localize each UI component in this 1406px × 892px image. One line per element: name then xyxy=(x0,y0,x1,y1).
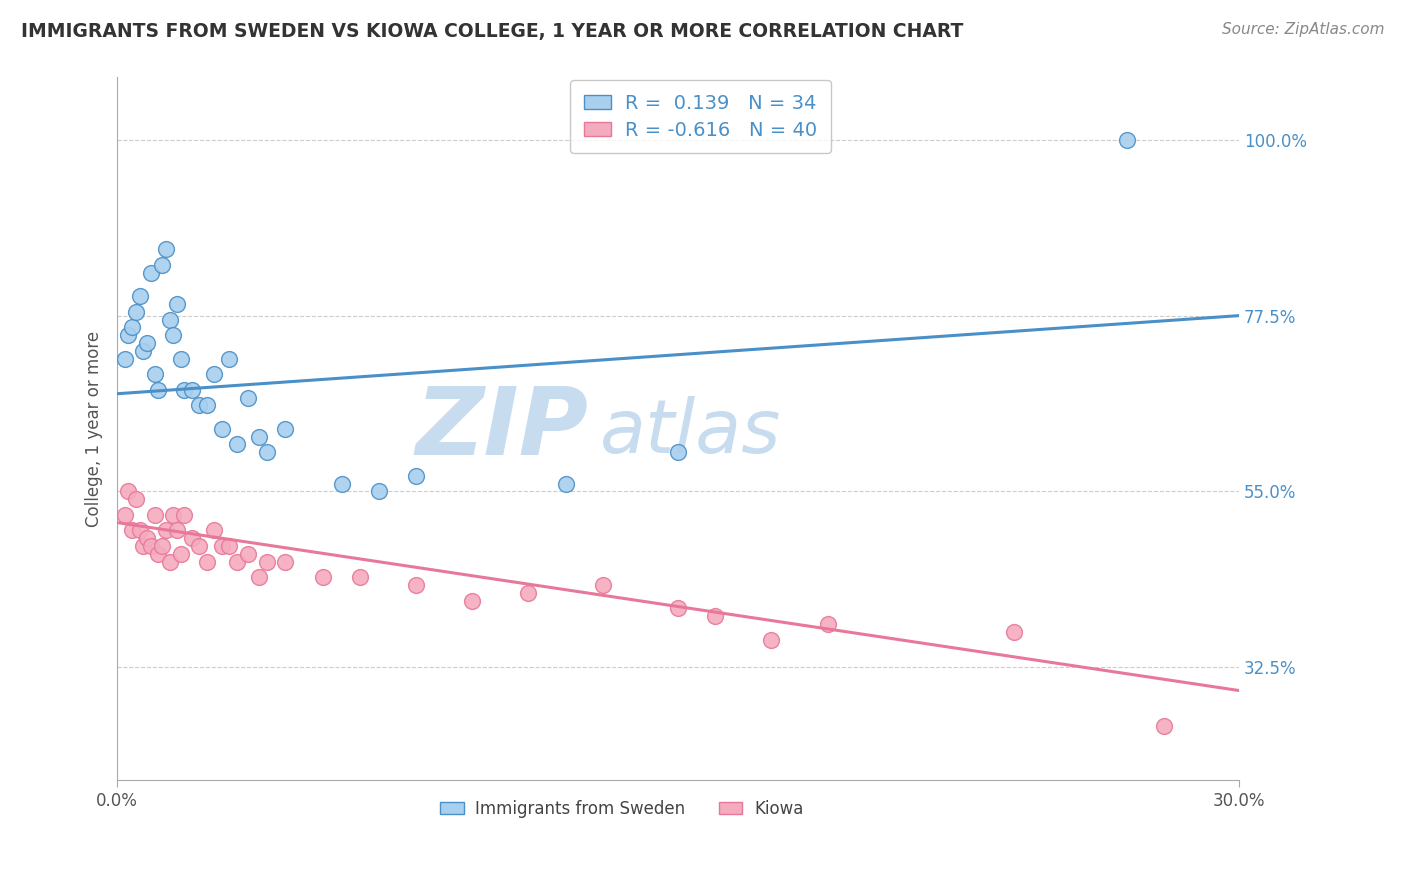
Point xyxy=(132,343,155,358)
Point xyxy=(166,297,188,311)
Point xyxy=(155,242,177,256)
Point xyxy=(202,524,225,538)
Point xyxy=(225,555,247,569)
Point xyxy=(666,601,689,615)
Point xyxy=(211,422,233,436)
Point xyxy=(181,383,204,397)
Point xyxy=(170,547,193,561)
Point xyxy=(218,539,240,553)
Point xyxy=(195,555,218,569)
Point xyxy=(173,508,195,522)
Point xyxy=(132,539,155,553)
Point xyxy=(159,312,181,326)
Point xyxy=(188,539,211,553)
Point xyxy=(256,445,278,459)
Point xyxy=(236,547,259,561)
Point xyxy=(117,328,139,343)
Point xyxy=(148,547,170,561)
Point xyxy=(117,484,139,499)
Point xyxy=(817,617,839,632)
Point xyxy=(159,555,181,569)
Point xyxy=(128,289,150,303)
Point xyxy=(312,570,335,584)
Point xyxy=(256,555,278,569)
Point xyxy=(181,531,204,545)
Point xyxy=(517,586,540,600)
Point xyxy=(1004,624,1026,639)
Point xyxy=(162,328,184,343)
Point xyxy=(274,422,297,436)
Point xyxy=(1115,133,1137,147)
Point xyxy=(218,351,240,366)
Y-axis label: College, 1 year or more: College, 1 year or more xyxy=(86,331,103,527)
Point xyxy=(202,368,225,382)
Point xyxy=(166,524,188,538)
Point xyxy=(225,437,247,451)
Legend: Immigrants from Sweden, Kiowa: Immigrants from Sweden, Kiowa xyxy=(434,793,810,825)
Point xyxy=(114,351,136,366)
Point xyxy=(155,524,177,538)
Text: ZIP: ZIP xyxy=(415,383,588,475)
Point xyxy=(1153,718,1175,732)
Point xyxy=(125,304,148,318)
Point xyxy=(666,445,689,459)
Point xyxy=(139,266,162,280)
Point xyxy=(143,508,166,522)
Point xyxy=(592,578,614,592)
Point xyxy=(162,508,184,522)
Point xyxy=(554,476,576,491)
Point xyxy=(405,578,427,592)
Point xyxy=(236,391,259,405)
Point xyxy=(125,492,148,507)
Point xyxy=(173,383,195,397)
Point xyxy=(704,609,727,624)
Point xyxy=(349,570,371,584)
Point xyxy=(170,351,193,366)
Point xyxy=(761,632,783,647)
Text: IMMIGRANTS FROM SWEDEN VS KIOWA COLLEGE, 1 YEAR OR MORE CORRELATION CHART: IMMIGRANTS FROM SWEDEN VS KIOWA COLLEGE,… xyxy=(21,22,963,41)
Point xyxy=(150,539,173,553)
Point xyxy=(188,399,211,413)
Point xyxy=(150,258,173,272)
Point xyxy=(148,383,170,397)
Point xyxy=(136,335,159,350)
Point xyxy=(405,468,427,483)
Point xyxy=(274,555,297,569)
Point xyxy=(114,508,136,522)
Point xyxy=(367,484,389,499)
Point xyxy=(121,524,143,538)
Point xyxy=(143,368,166,382)
Point xyxy=(330,476,353,491)
Point xyxy=(128,524,150,538)
Text: Source: ZipAtlas.com: Source: ZipAtlas.com xyxy=(1222,22,1385,37)
Point xyxy=(211,539,233,553)
Point xyxy=(121,320,143,334)
Point xyxy=(461,593,484,607)
Text: atlas: atlas xyxy=(599,396,780,468)
Point xyxy=(136,531,159,545)
Point xyxy=(247,570,270,584)
Point xyxy=(247,430,270,444)
Point xyxy=(139,539,162,553)
Point xyxy=(195,399,218,413)
